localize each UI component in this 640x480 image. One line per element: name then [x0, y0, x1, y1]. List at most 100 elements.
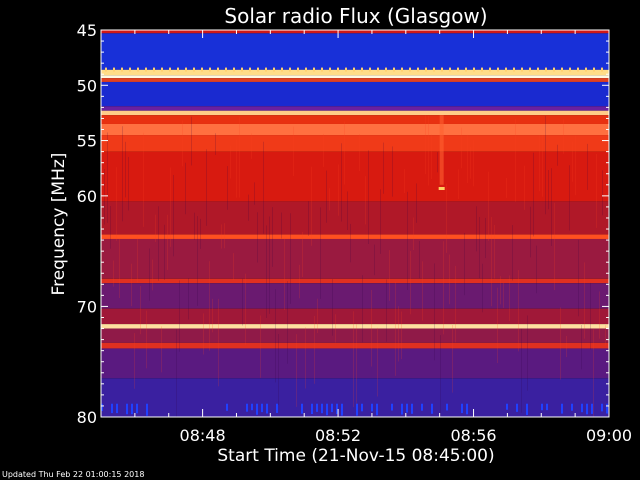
texture-streak: [485, 217, 486, 259]
texture-streak: [249, 67, 251, 72]
texture-streak: [126, 403, 128, 415]
texture-streak: [516, 403, 518, 412]
texture-streak: [530, 206, 531, 258]
texture-streak: [409, 67, 411, 72]
texture-streak: [587, 143, 588, 190]
texture-streak: [185, 67, 187, 72]
texture-streak: [179, 280, 180, 352]
texture-streak: [457, 67, 459, 72]
texture-streak: [290, 213, 291, 304]
texture-streak: [599, 291, 600, 339]
texture-streak: [500, 276, 501, 305]
heatmap-band: [101, 378, 609, 417]
texture-streak: [265, 67, 267, 72]
texture-streak: [305, 67, 307, 72]
heatmap-band: [101, 78, 609, 82]
texture-streak: [110, 205, 111, 249]
texture-streak: [533, 152, 534, 237]
texture-streak: [169, 67, 171, 72]
texture-streak: [371, 403, 373, 412]
texture-streak: [431, 403, 433, 414]
texture-streak: [329, 188, 330, 211]
texture-streak: [591, 403, 593, 414]
heatmap-band: [101, 328, 609, 343]
update-footer: Updated Thu Feb 22 01:00:15 2018: [2, 470, 144, 479]
heatmap-band: [101, 30, 609, 34]
texture-streak: [470, 146, 471, 179]
x-axis: 08:48 08:52 08:56 09:00: [134, 30, 632, 445]
texture-streak: [446, 183, 447, 253]
texture-streak: [313, 67, 315, 72]
texture-streak: [596, 153, 597, 228]
texture-streak: [111, 403, 113, 414]
texture-streak: [137, 236, 138, 283]
texture-streak: [245, 273, 246, 345]
spectrogram-heatmap: [101, 30, 609, 417]
texture-streak: [113, 260, 114, 287]
texture-streak: [601, 67, 603, 72]
texture-streak: [241, 67, 243, 72]
y-tick-label: 60: [77, 187, 97, 206]
texture-streak: [225, 67, 227, 72]
texture-streak: [537, 67, 539, 72]
texture-streak: [261, 403, 263, 413]
texture-streak: [203, 313, 204, 355]
texture-streak: [272, 207, 273, 267]
heatmap-band: [101, 81, 609, 107]
texture-streak: [481, 67, 483, 72]
texture-streak: [513, 67, 515, 72]
heatmap-band: [101, 348, 609, 379]
texture-streak: [369, 67, 371, 72]
texture-streak: [551, 168, 552, 247]
texture-streak: [131, 263, 132, 307]
texture-streak: [155, 214, 156, 242]
texture-streak: [434, 263, 435, 361]
texture-streak: [548, 169, 549, 210]
texture-streak: [505, 67, 507, 72]
texture-streak: [331, 403, 333, 413]
texture-streak: [321, 403, 323, 414]
texture-streak: [479, 216, 480, 279]
texture-streak: [605, 325, 606, 346]
texture-streak: [569, 67, 571, 72]
texture-streak: [467, 134, 468, 184]
texture-streak: [546, 403, 548, 411]
texture-streak: [593, 67, 595, 72]
texture-streak: [134, 333, 135, 389]
texture-streak: [125, 141, 126, 198]
texture-streak: [161, 326, 162, 373]
heatmap-band: [101, 123, 609, 136]
plot-frame: [100, 29, 610, 418]
texture-streak: [217, 67, 219, 72]
texture-streak: [553, 67, 555, 72]
texture-streak: [569, 165, 570, 231]
texture-streak: [122, 126, 123, 222]
texture-streak: [116, 167, 117, 241]
texture-streak: [188, 278, 189, 320]
texture-streak: [299, 264, 300, 299]
texture-streak: [542, 135, 543, 197]
texture-streak: [107, 132, 108, 223]
texture-streak: [278, 334, 279, 405]
texture-streak: [129, 67, 131, 72]
heatmap-band: [101, 69, 609, 76]
texture-streak: [391, 403, 393, 411]
texture-streak: [395, 281, 396, 376]
texture-streak: [302, 231, 303, 278]
texture-streak: [509, 275, 510, 322]
texture-streak: [128, 156, 129, 211]
texture-streak: [329, 67, 331, 72]
texture-streak: [173, 174, 174, 257]
texture-streak: [411, 403, 413, 414]
heatmap-band: [101, 342, 609, 349]
texture-streak: [121, 67, 123, 72]
y-tick-label: 45: [77, 21, 97, 40]
texture-streak: [287, 281, 288, 364]
texture-streak: [101, 403, 103, 411]
heatmap-band: [101, 33, 609, 70]
texture-streak: [539, 135, 540, 192]
texture-streak: [560, 307, 561, 380]
x-tick-label: 08:48: [180, 426, 226, 445]
texture-streak: [439, 115, 444, 185]
heatmap-band: [101, 201, 609, 235]
